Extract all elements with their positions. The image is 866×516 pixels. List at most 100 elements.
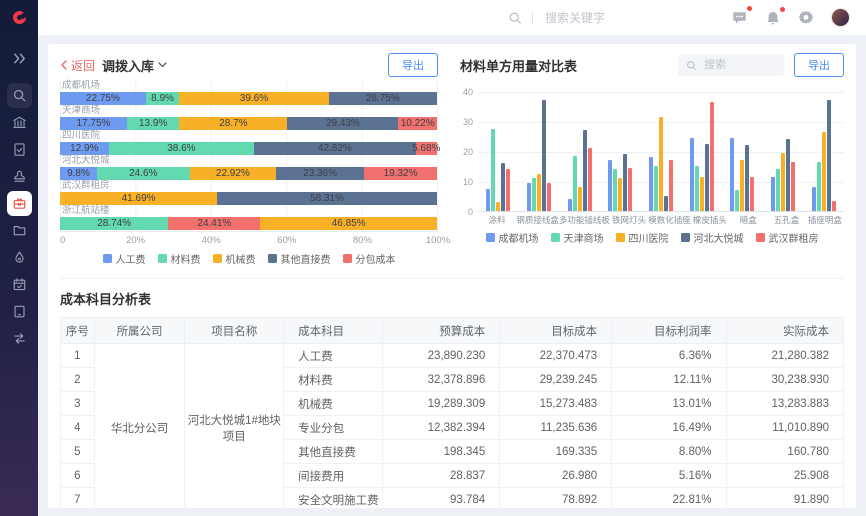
bar-segment-value: 29.43% (325, 118, 360, 129)
bar (486, 188, 491, 211)
cell-number: 13,283.883 (725, 391, 844, 416)
stacked-bar: 12.9% 38.6% 42.82% 5.68% (60, 142, 440, 155)
app-logo[interactable] (0, 0, 38, 36)
axis-tick-label: 20% (126, 235, 146, 246)
cell-number: 21,280.382 (725, 343, 844, 368)
bell-icon[interactable] (765, 6, 785, 26)
toolbox-icon (13, 198, 25, 209)
gear-icon[interactable] (798, 10, 814, 26)
legend-item[interactable]: 河北大悦城 (680, 230, 744, 245)
bar-segment: 9.8% (60, 167, 97, 180)
sidebar-item-calendar[interactable] (7, 272, 32, 297)
table-body: 1 华北分公司 河北大悦城1#地块项目 人工费 23,890.230 22,370.473… (60, 343, 844, 508)
bar-segment: 10.22% (398, 117, 437, 130)
global-search-input[interactable] (543, 9, 661, 26)
chat-icon[interactable] (731, 6, 752, 26)
sidebar-item-bank[interactable] (7, 110, 32, 135)
stacked-bar: 22.75% 8.9% 39.6% 28.75% (60, 92, 437, 105)
cell-number: 28.837 (381, 463, 501, 488)
bar-segment-value: 38.6% (167, 143, 196, 154)
avatar[interactable] (831, 8, 850, 27)
cell-number: 16.49% (611, 415, 727, 440)
legend-swatch (550, 233, 560, 242)
bar-segment: 28.7% (179, 117, 288, 130)
bar-segment-value: 24.41% (197, 218, 232, 229)
bar-group (763, 92, 804, 211)
bar-segment: 24.6% (96, 167, 190, 180)
sidebar-item-folder[interactable] (7, 218, 32, 243)
bar (527, 182, 531, 211)
axis-tick-label: 30 (462, 117, 473, 127)
bar-group (681, 92, 722, 211)
cell-subject: 专业分包 (283, 415, 383, 440)
legend-item[interactable]: 人工费 (102, 251, 146, 266)
grouped-x-axis: 涂料 钢质接线盒 多功能插线板 铁网灯头 模数化插座 橡皮插头 暗盒 五孔盒 插座明盒 (478, 214, 844, 226)
export-button-right[interactable]: 导出 (794, 53, 844, 77)
bar-group (803, 92, 844, 211)
axis-tick-label: 铁网灯头 (612, 215, 647, 225)
table-title: 成本科目分析表 (60, 292, 152, 307)
back-link[interactable]: 返回 (60, 57, 95, 74)
stamp-icon (13, 170, 25, 182)
cell-number: 5.16% (611, 463, 727, 488)
bar-group (478, 92, 519, 211)
legend-item[interactable]: 四川医院 (615, 230, 669, 245)
bar (689, 137, 694, 211)
bar (750, 176, 755, 211)
sidebar-item-document[interactable] (7, 137, 32, 162)
bar (745, 145, 750, 211)
axis-tick-label: 多功能插线板 (558, 215, 610, 225)
tablet-icon (13, 305, 25, 318)
legend-item[interactable]: 武汉群租房 (755, 230, 819, 245)
legend-label: 成都机场 (498, 234, 539, 245)
cell-number: 29,239.245 (499, 367, 613, 392)
bar (649, 157, 654, 211)
bar-segment-value: 12.9% (70, 143, 99, 154)
grouped-bar-plot (478, 92, 844, 212)
sidebar-item-transfer[interactable] (7, 326, 32, 351)
axis-tick-label: 20 (462, 147, 473, 157)
legend-item[interactable]: 分包成本 (342, 251, 396, 266)
topbar (0, 0, 866, 36)
stacked-bar: 41.69% 58.31% (60, 192, 437, 205)
legend-item[interactable]: 成都机场 (485, 230, 539, 245)
legend-item[interactable]: 材料费 (157, 251, 201, 266)
legend-item[interactable]: 其他直接费 (267, 251, 331, 266)
legend-item[interactable]: 机械费 (212, 251, 256, 266)
sidebar-item-search[interactable] (6, 83, 32, 108)
bar (735, 190, 740, 211)
cost-table: 序号 所属公司 项目名称 成本科目 预算成本 目标成本 目标利润率 实际成本 1 华北分公司 河北… (60, 317, 844, 508)
axis-tick-label: 100% (425, 235, 451, 246)
bar (816, 161, 821, 211)
page-title-dropdown[interactable]: 调拨入库 (102, 56, 167, 75)
table-header-cell: 目标利润率 (611, 317, 727, 344)
bar (623, 154, 628, 211)
cell-subject: 人工费 (283, 343, 383, 368)
axis-tick-label: 60% (277, 235, 297, 246)
sidebar-item-stamp[interactable] (7, 164, 32, 189)
table-row: 1 华北分公司 河北大悦城1#地块项目 人工费 23,890.230 22,370.473… (60, 343, 844, 508)
cell-number: 78.892 (499, 487, 613, 508)
cell-number: 11,235.636 (499, 415, 613, 440)
legend-label: 河北大悦城 (693, 234, 744, 245)
table-header-cell: 成本科目 (283, 317, 383, 344)
legend-item[interactable]: 天津商场 (550, 230, 604, 245)
stacked-legend: 人工费 材料费 机械费 其他直接费 分包成本 (60, 251, 438, 266)
drop-icon (14, 251, 24, 263)
table-row: 7 安全文明施工费 93.784 78.892 22.81% 91.890 (60, 487, 844, 508)
table-header-cell: 所属公司 (93, 317, 186, 344)
panel-search-input[interactable] (702, 58, 772, 72)
bar (501, 163, 506, 211)
sidebar-item-toolbox[interactable] (6, 191, 32, 216)
axis-tick-label: 钢质接线盒 (516, 215, 559, 225)
sidebar-item-drop[interactable] (7, 245, 32, 270)
legend-label: 其他直接费 (280, 255, 331, 266)
bar (582, 130, 587, 211)
sidebar-item-tablet[interactable] (7, 299, 32, 324)
axis-tick-label: 40% (201, 235, 221, 246)
logo-icon (12, 11, 26, 24)
bar (771, 176, 776, 211)
sidebar-collapse-icon[interactable] (7, 46, 32, 71)
export-button-left[interactable]: 导出 (388, 53, 438, 77)
legend-swatch (212, 254, 222, 263)
